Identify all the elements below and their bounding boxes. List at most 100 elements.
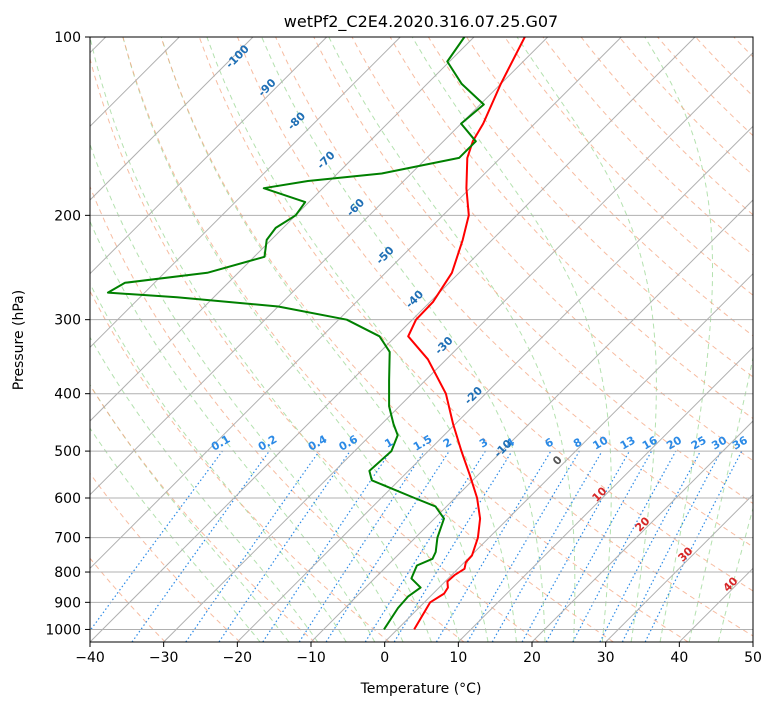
moist-adiabat-line <box>90 37 432 642</box>
isotherm-line <box>163 51 753 642</box>
mixing-ratio-line <box>621 450 722 642</box>
mixing-ratio-line <box>521 450 631 642</box>
isotherm-line <box>90 37 475 422</box>
moist-adiabat-line <box>206 37 517 642</box>
mixing-ratio-label: 16 <box>640 433 660 452</box>
mixing-ratio-label: 0.4 <box>306 432 330 453</box>
moist-adiabat-line <box>328 37 576 642</box>
dry-adiabats <box>90 24 775 642</box>
dry-adiabat-label: -80 <box>285 109 308 132</box>
isotherm-line <box>531 420 753 642</box>
plot-frame <box>89 36 754 643</box>
dry-adiabat-line <box>618 37 753 176</box>
y-tick-label: 500 <box>54 444 81 460</box>
mixing-ratio-label: 0.1 <box>209 433 232 454</box>
dry-adiabat-label: -20 <box>462 384 485 407</box>
moist-adiabat-line <box>90 142 404 642</box>
dry-adiabat-line <box>275 37 753 548</box>
dry-adiabat-line <box>90 557 166 642</box>
moist-adiabat-line <box>160 37 489 642</box>
isotherm-line <box>457 346 753 642</box>
mixing-ratio-label: 3 <box>477 436 490 451</box>
moist-adiabat-line <box>90 427 261 642</box>
mixing-ratio-line <box>90 450 223 632</box>
isotherm-line <box>90 37 622 570</box>
mixing-ratio-line <box>298 450 425 642</box>
dry-adiabat-label: -70 <box>314 148 337 171</box>
y-axis-label: Pressure (hPa) <box>11 290 27 390</box>
moist-adiabat-line <box>717 506 753 642</box>
dry-adiabat-label: -90 <box>255 76 278 99</box>
dry-adiabat-line <box>198 37 753 637</box>
moist-adiabat-line <box>411 37 612 642</box>
dry-adiabat-line <box>694 37 753 97</box>
mixing-ratio-line <box>131 450 270 642</box>
isotherm-line <box>605 493 753 642</box>
moist-adiabats <box>90 37 753 642</box>
moist-adiabat-label: 0 <box>550 453 565 468</box>
mixing-ratio-line <box>218 450 351 642</box>
mixing-ratio-label: 25 <box>689 434 709 453</box>
dry-adiabat-line <box>733 37 753 58</box>
mixing-ratio-label: 10 <box>591 433 611 452</box>
y-tick-label: 200 <box>54 208 81 224</box>
x-tick-label: 10 <box>449 650 467 666</box>
y-tick-label: 400 <box>54 387 81 403</box>
x-tick-label: 30 <box>597 650 615 666</box>
isotherm-line <box>752 641 753 642</box>
mixing-ratio-line <box>393 450 513 642</box>
y-tick-label: 800 <box>54 565 81 581</box>
dry-adiabat-label: -40 <box>403 288 426 311</box>
mixing-ratio-line <box>644 450 743 642</box>
mixing-ratio-label: 8 <box>571 436 584 451</box>
x-tick-label: 50 <box>744 650 762 666</box>
mixing-ratio-line <box>325 450 450 642</box>
moist-adiabat-line <box>90 220 376 642</box>
x-axis: −40 −30 −20 −10 0 10 20 30 40 50 <box>75 642 762 666</box>
mixing-ratio-label: 36 <box>730 433 750 452</box>
moist-adiabat-label: 40 <box>721 574 741 594</box>
x-axis-label: Temperature (°C) <box>360 681 482 697</box>
isobars <box>90 37 753 630</box>
isotherms <box>90 37 753 642</box>
y-tick-label: 900 <box>54 595 81 611</box>
mixing-ratio-label: 20 <box>664 433 684 452</box>
mixing-ratio-lines <box>90 450 743 642</box>
isotherm-line <box>310 199 753 642</box>
moist-adiabat-label: 30 <box>676 544 696 564</box>
y-tick-label: 1000 <box>45 622 81 638</box>
mixing-ratio-label: 0.6 <box>337 432 361 453</box>
x-tick-label: 0 <box>380 650 389 666</box>
moist-adiabat-label: 20 <box>633 514 653 534</box>
isotherm-line <box>384 272 753 642</box>
moist-adiabat-line <box>90 383 290 642</box>
dry-adiabat-line <box>90 384 316 642</box>
mixing-ratio-line <box>185 450 320 642</box>
dry-adiabat-label: -50 <box>373 244 396 267</box>
y-axis: 100 200 300 400 500 600 700 800 900 1000 <box>45 30 90 638</box>
mixing-ratio-line <box>545 450 653 642</box>
isotherm-line <box>90 37 549 496</box>
y-tick-label: 100 <box>54 30 81 46</box>
moist-adiabat-line <box>90 336 319 642</box>
mixing-ratio-label: 30 <box>709 433 729 452</box>
chart-title: wetPf2_C2E4.2020.316.07.25.G07 <box>284 12 558 32</box>
dry-adiabat-line <box>759 24 775 642</box>
isotherm-line <box>90 37 401 349</box>
dry-adiabat-line <box>160 37 689 642</box>
y-tick-label: 700 <box>54 531 81 547</box>
dry-adiabat-line <box>90 185 465 642</box>
mixing-ratio-line <box>435 450 552 642</box>
x-tick-label: −40 <box>75 650 105 666</box>
profile-line <box>106 37 485 630</box>
dry-adiabat-line <box>656 37 753 137</box>
profile-line <box>407 37 526 630</box>
x-tick-label: −30 <box>149 650 179 666</box>
dry-adiabat-line <box>466 37 753 337</box>
x-tick-label: 40 <box>670 650 688 666</box>
dry-adiabat-line <box>90 472 241 642</box>
isotherm-line <box>236 125 753 642</box>
dry-adiabat-line <box>389 37 753 420</box>
isotherm-line <box>90 37 696 642</box>
